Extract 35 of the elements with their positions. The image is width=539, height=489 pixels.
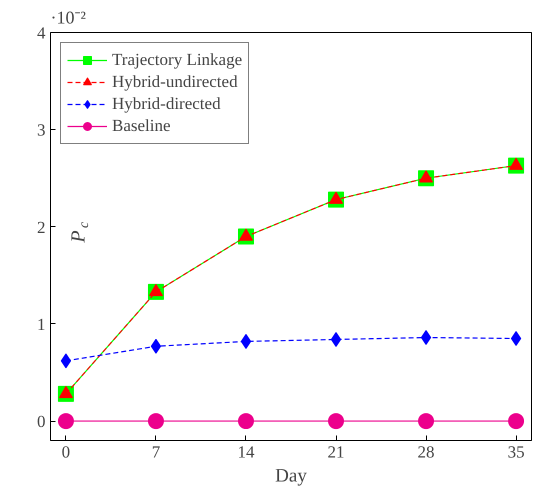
legend-label: Hybrid-undirected (112, 71, 238, 93)
point (418, 413, 434, 430)
y-tick-label: 0 (37, 412, 46, 432)
y-tick-label: 1 (37, 314, 46, 334)
y-tick-label: 2 (37, 218, 46, 237)
point (148, 284, 163, 296)
point (419, 170, 434, 182)
x-tick-label: 7 (152, 442, 161, 462)
legend-label: Hybrid-directed (112, 93, 221, 115)
point (240, 334, 252, 349)
point (420, 330, 432, 346)
point (510, 331, 522, 346)
point (328, 413, 344, 430)
x-tick-label: 21 (328, 442, 345, 462)
point (329, 192, 344, 204)
point (330, 332, 342, 347)
point (60, 353, 72, 368)
point (150, 338, 162, 354)
legend-label: Trajectory Linkage (112, 49, 242, 71)
legend-label: Baseline (112, 115, 171, 137)
y-tick-label: 4 (37, 24, 46, 42)
point (509, 158, 524, 170)
y-axis-title: Pc (68, 220, 92, 244)
point (508, 413, 524, 430)
x-tick-label: 35 (508, 442, 525, 462)
point (58, 413, 74, 430)
x-tick-label: 0 (62, 442, 70, 462)
y-tick-label: 3 (37, 120, 46, 140)
point (148, 413, 164, 430)
x-axis-title: Day (275, 466, 308, 486)
x-tick-label: 14 (237, 442, 255, 462)
point (238, 413, 254, 430)
text: ·10⁻² (50, 8, 86, 28)
x-tick-label: 28 (418, 442, 435, 462)
point (238, 228, 253, 241)
